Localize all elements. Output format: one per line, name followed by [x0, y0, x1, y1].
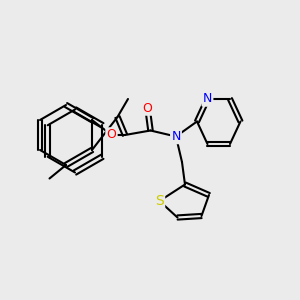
Text: N: N — [203, 92, 212, 106]
Text: N: N — [171, 130, 181, 143]
Text: O: O — [106, 128, 116, 142]
Text: S: S — [155, 194, 164, 208]
Text: O: O — [142, 101, 152, 115]
